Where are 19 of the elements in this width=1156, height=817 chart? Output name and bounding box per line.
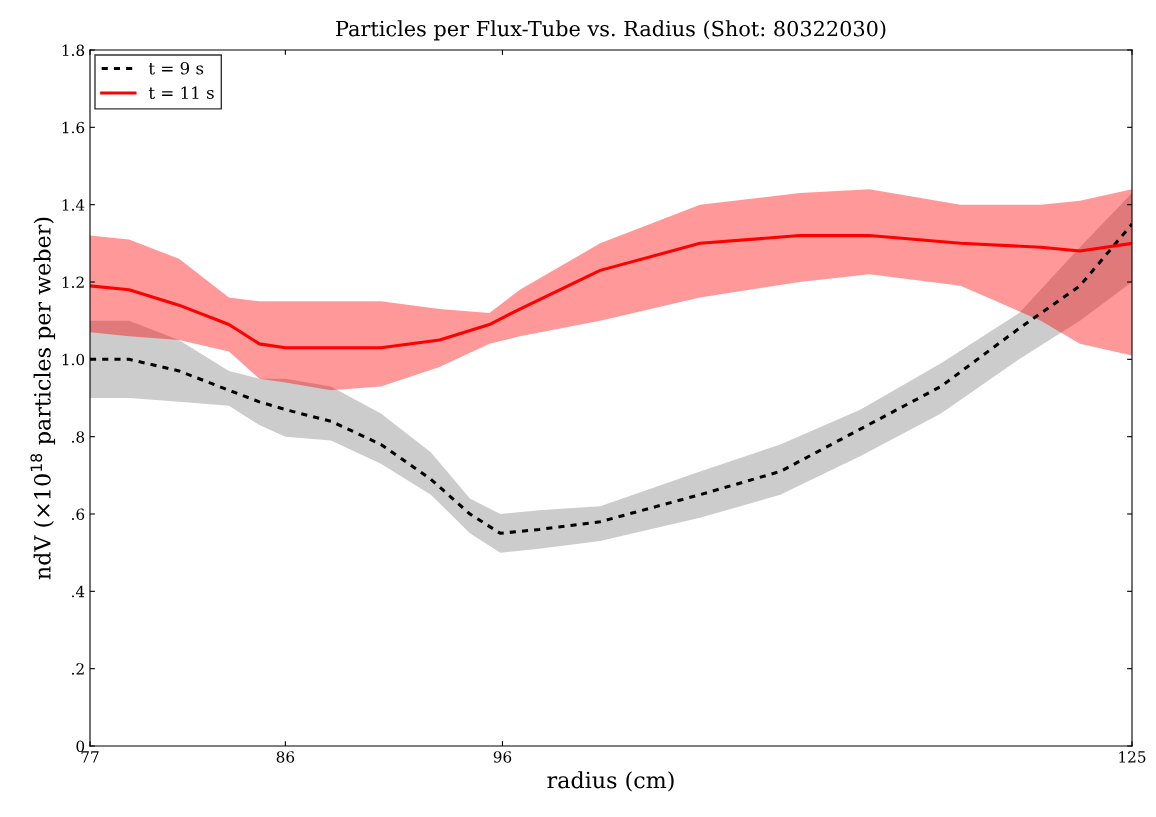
y-tick-label: .6 (72, 508, 85, 521)
y-tick-label: 1.0 (62, 353, 85, 366)
y-tick-label: 1.4 (62, 199, 85, 211)
x-tick-label: 77 (81, 751, 99, 763)
y-axis-title: ndV (×10$^{18}$ particles per weber) (30, 217, 56, 580)
chart-title: Particles per Flux-Tube vs. Radius (Shot: 80322030) (336, 20, 886, 41)
x-tick-label: 96 (493, 751, 512, 763)
x-tick-label: 125 (1119, 751, 1146, 763)
y-tick-label: .4 (72, 585, 85, 598)
line-series (90, 234, 1132, 350)
x-tick-label: 86 (276, 751, 295, 763)
x-axis-title: radius (cm) (547, 771, 674, 792)
y-tick-label: .2 (72, 663, 84, 675)
y-tick-label: .8 (72, 431, 85, 443)
y-tick-label: 1.6 (62, 121, 85, 134)
legend-label: t = 9 s (148, 61, 204, 75)
y-tick-label: 1.8 (62, 44, 85, 57)
legend-label: t = 11 s (148, 86, 214, 100)
y-tick-label: 1.2 (62, 276, 84, 289)
